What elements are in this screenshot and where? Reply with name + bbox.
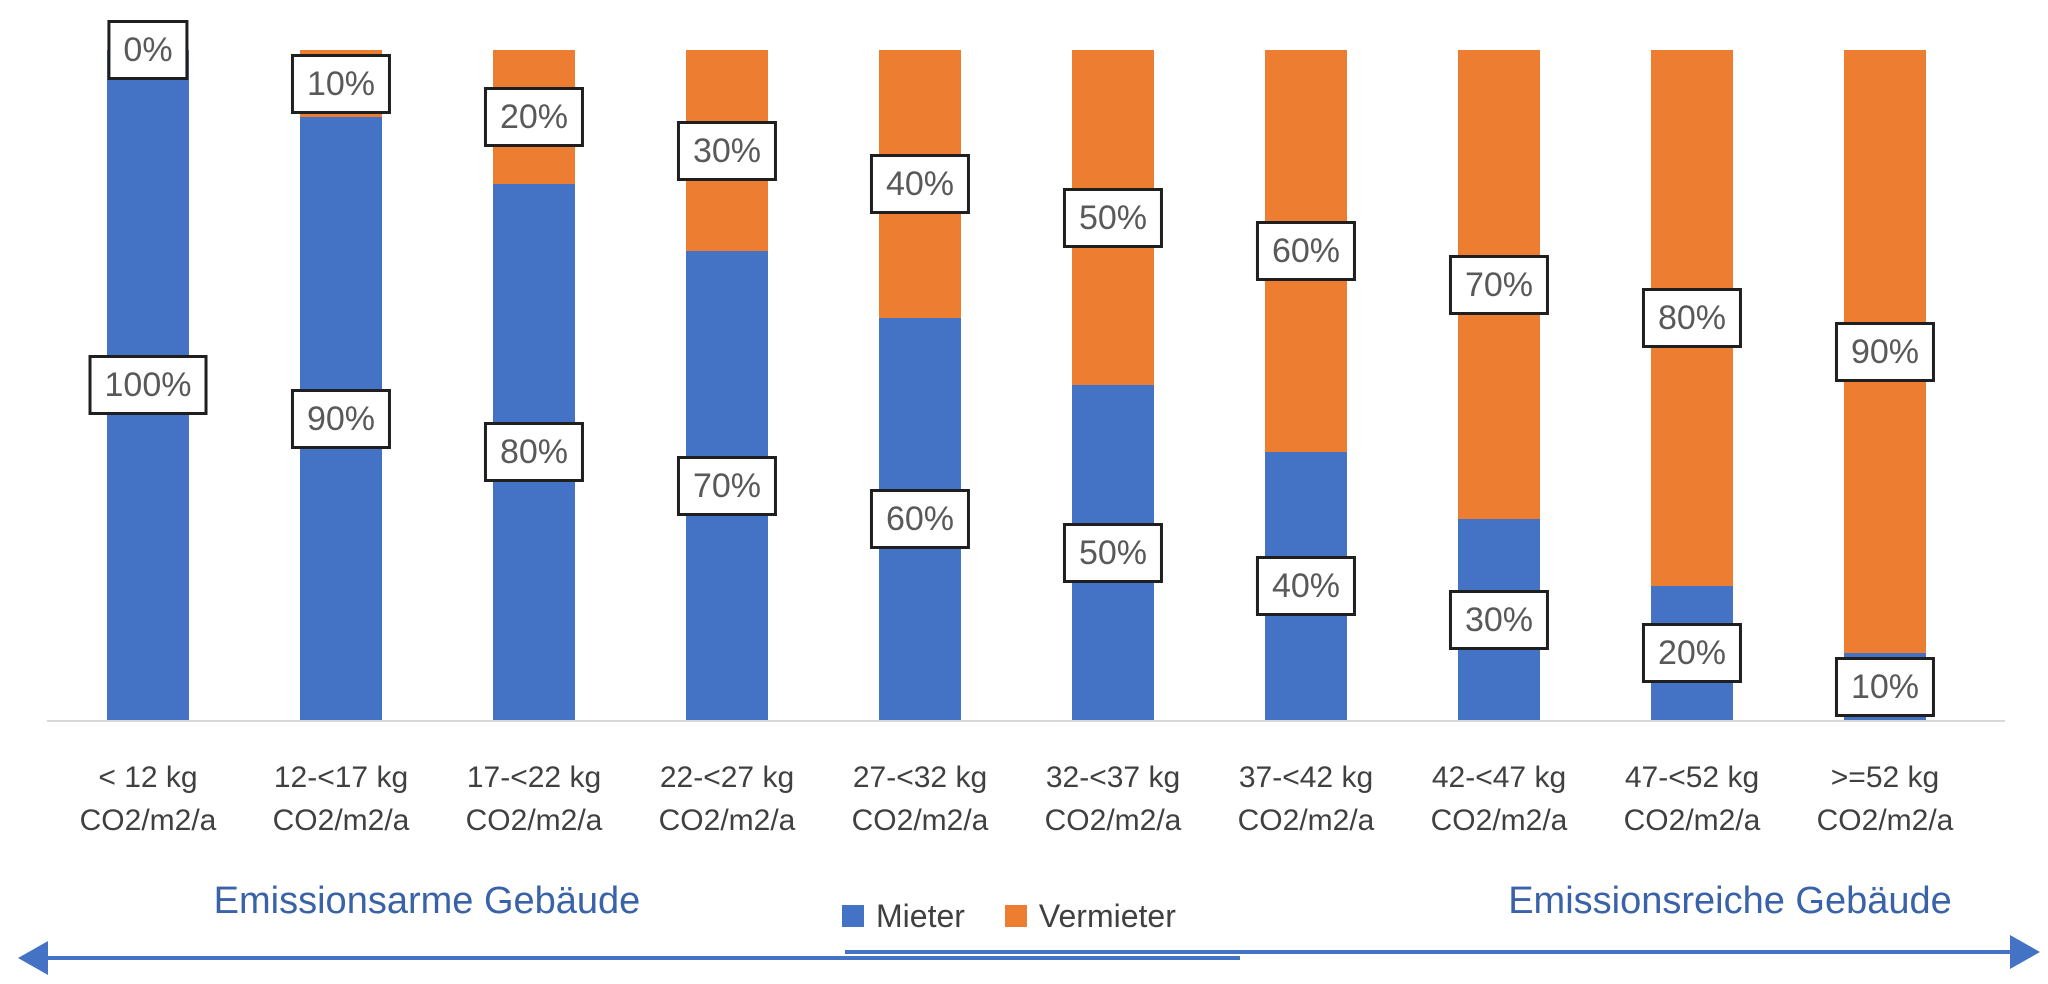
category-tick-label: 27-<32 kg CO2/m2/a xyxy=(851,761,989,837)
legend: Mieter Vermieter xyxy=(842,899,1176,933)
arrow-line-right xyxy=(845,950,2012,954)
legend-entry-mieter: Mieter xyxy=(842,899,965,933)
data-label-mieter: 60% xyxy=(869,489,971,549)
legend-entry-vermieter: Vermieter xyxy=(1004,898,1176,934)
category-tick-label: 22-<27 kg CO2/m2/a xyxy=(658,761,796,837)
data-label-mieter: 70% xyxy=(676,455,778,516)
data-label-vermieter: 60% xyxy=(1255,221,1357,281)
legend-label-mieter: Mieter xyxy=(876,898,965,934)
data-label-vermieter: 90% xyxy=(1834,321,1936,382)
category-tick-label: >=52 kg CO2/m2/a xyxy=(1816,761,1954,837)
annotation-high-emission: Emissionsreiche Gebäude xyxy=(1508,880,1952,922)
data-label-vermieter: 50% xyxy=(1062,187,1164,248)
data-label-vermieter: 10% xyxy=(290,53,392,114)
data-label-vermieter: 0% xyxy=(107,20,189,80)
category-tick-label: 42-<47 kg CO2/m2/a xyxy=(1430,761,1568,837)
legend-swatch-mieter-icon xyxy=(842,905,864,927)
category-tick-label: 47-<52 kg CO2/m2/a xyxy=(1623,761,1761,837)
data-label-mieter: 50% xyxy=(1062,522,1164,583)
data-label-mieter: 80% xyxy=(483,422,585,482)
legend-label-vermieter: Vermieter xyxy=(1038,898,1176,934)
arrow-head-right-icon xyxy=(2010,935,2040,969)
arrow-line-left xyxy=(26,956,1240,960)
arrow-head-left-icon xyxy=(18,941,48,975)
data-label-mieter: 40% xyxy=(1255,556,1357,616)
data-label-vermieter: 30% xyxy=(676,120,778,181)
legend-swatch-vermieter-icon xyxy=(1004,905,1027,927)
data-label-mieter: 90% xyxy=(290,388,392,449)
data-label-vermieter: 80% xyxy=(1641,288,1743,348)
annotation-low-emission: Emissionsarme Gebäude xyxy=(213,880,641,922)
data-label-mieter: 20% xyxy=(1641,623,1743,683)
category-tick-label: 32-<37 kg CO2/m2/a xyxy=(1044,761,1182,837)
category-tick-label: 12-<17 kg CO2/m2/a xyxy=(272,761,410,837)
x-axis-line xyxy=(47,720,2005,722)
data-label-mieter: 100% xyxy=(88,355,208,415)
category-tick-label: < 12 kg CO2/m2/a xyxy=(79,761,217,837)
data-label-vermieter: 40% xyxy=(869,154,971,214)
data-label-vermieter: 70% xyxy=(1448,254,1550,315)
data-label-mieter: 10% xyxy=(1834,656,1936,717)
data-label-vermieter: 20% xyxy=(483,87,585,147)
data-label-mieter: 30% xyxy=(1448,589,1550,650)
category-tick-label: 37-<42 kg CO2/m2/a xyxy=(1237,761,1375,837)
category-tick-label: 17-<22 kg CO2/m2/a xyxy=(465,761,603,837)
